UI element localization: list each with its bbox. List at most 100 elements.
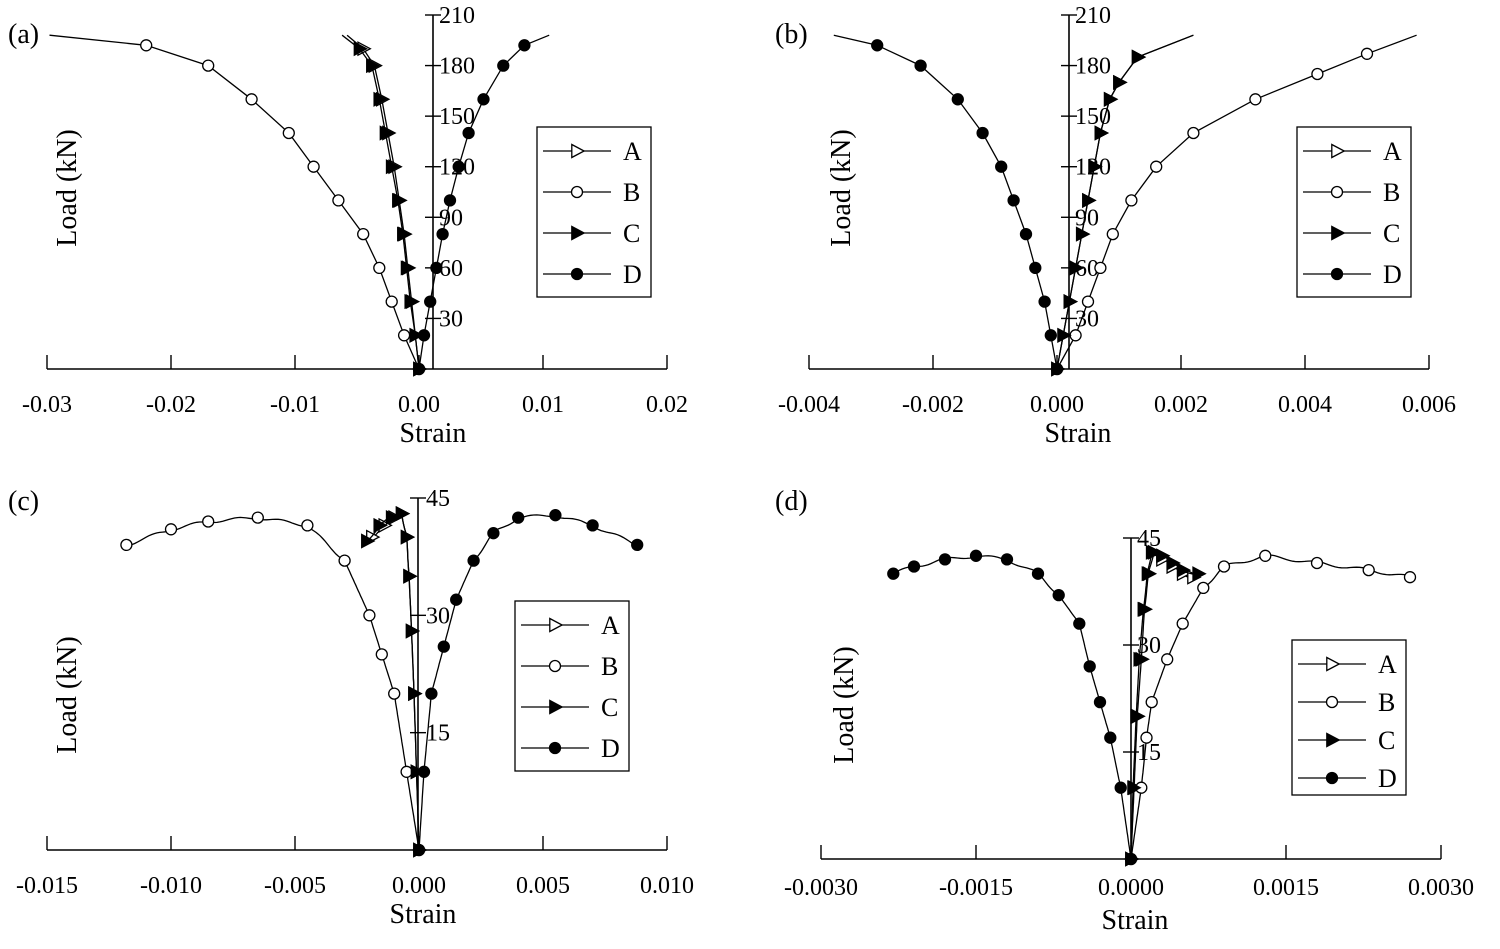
series-line-b bbox=[126, 516, 420, 851]
legend-marker bbox=[571, 143, 586, 159]
x-tick-label: -0.015 bbox=[16, 873, 78, 899]
legend-marker bbox=[1330, 267, 1344, 281]
panel-label: (c) bbox=[8, 486, 39, 517]
data-point-d bbox=[969, 549, 983, 562]
series-b bbox=[1124, 549, 1417, 866]
legend-marker bbox=[549, 617, 564, 633]
legend-marker bbox=[548, 741, 562, 755]
data-point-d bbox=[1007, 194, 1020, 207]
data-point-d bbox=[462, 126, 475, 140]
data-point-b bbox=[338, 554, 351, 567]
data-point-c bbox=[353, 41, 368, 57]
data-point-d bbox=[995, 160, 1008, 173]
data-point-b bbox=[1360, 47, 1374, 60]
data-point-c bbox=[397, 226, 412, 242]
data-point-d bbox=[887, 567, 900, 580]
data-point-c bbox=[1127, 780, 1142, 796]
data-point-b bbox=[373, 261, 386, 275]
data-point-d bbox=[871, 39, 884, 52]
series-c bbox=[1051, 34, 1194, 377]
data-point-d bbox=[425, 687, 438, 700]
legend-label: C bbox=[1378, 726, 1395, 755]
x-tick-label: -0.01 bbox=[270, 392, 320, 418]
data-point-d bbox=[412, 362, 426, 376]
data-point-d bbox=[477, 93, 490, 106]
data-point-b bbox=[1094, 261, 1107, 275]
data-point-b bbox=[1217, 560, 1231, 573]
x-tick-label: 0.000 bbox=[1030, 392, 1084, 418]
data-point-b bbox=[357, 227, 370, 241]
data-point-c bbox=[400, 260, 416, 276]
legend-box bbox=[1291, 639, 1407, 796]
data-point-d bbox=[586, 519, 599, 532]
x-tick-label: 0.0015 bbox=[1253, 875, 1319, 901]
data-point-d bbox=[951, 93, 964, 106]
x-tick-label: 0.0030 bbox=[1408, 875, 1474, 901]
panel-label: (d) bbox=[775, 486, 808, 517]
data-point-b bbox=[120, 538, 133, 552]
panel-label: (a) bbox=[8, 19, 39, 50]
data-point-d bbox=[417, 329, 431, 342]
x-tick-label: 0.01 bbox=[522, 392, 564, 418]
x-tick-label: 0.0000 bbox=[1098, 875, 1164, 901]
series-line-a bbox=[1130, 552, 1194, 860]
data-point-d bbox=[467, 554, 480, 567]
data-point-b bbox=[1403, 571, 1417, 584]
data-point-c bbox=[1082, 192, 1097, 208]
y-tick-label: 45 bbox=[426, 486, 450, 512]
panel-label: (b) bbox=[775, 19, 808, 50]
legend-label: A bbox=[1378, 650, 1397, 679]
x-axis-title: Strain bbox=[1045, 418, 1112, 449]
x-tick-label: -0.0015 bbox=[939, 875, 1013, 901]
y-tick-label: 210 bbox=[1075, 3, 1111, 29]
data-point-d bbox=[512, 511, 525, 524]
data-point-d bbox=[631, 538, 644, 552]
data-point-b bbox=[332, 194, 345, 207]
y-axis-title: Load (kN) bbox=[826, 129, 857, 246]
series-d bbox=[412, 34, 550, 376]
y-tick-label: 180 bbox=[439, 54, 475, 80]
series-c bbox=[341, 34, 428, 377]
data-point-b bbox=[1311, 67, 1324, 81]
data-point-b bbox=[1310, 556, 1324, 570]
data-point-c bbox=[1137, 601, 1153, 617]
data-point-d bbox=[549, 509, 562, 522]
data-point-d bbox=[412, 843, 426, 857]
data-point-c bbox=[405, 623, 421, 639]
legend-marker bbox=[1330, 185, 1344, 199]
data-point-c bbox=[404, 294, 419, 310]
y-tick-label: 30 bbox=[439, 306, 463, 332]
data-point-b bbox=[385, 295, 398, 308]
data-point-d bbox=[1052, 588, 1065, 602]
data-point-b bbox=[282, 126, 295, 140]
data-point-c bbox=[408, 686, 423, 702]
data-point-d bbox=[497, 59, 510, 72]
data-point-b bbox=[388, 687, 401, 700]
data-point-b bbox=[1249, 93, 1262, 106]
legend-marker bbox=[549, 699, 564, 715]
x-tick-label: -0.010 bbox=[140, 873, 202, 899]
x-axis-title: Strain bbox=[1102, 905, 1169, 936]
x-tick-label: 0.010 bbox=[640, 873, 694, 899]
data-point-c bbox=[385, 510, 401, 526]
data-point-b bbox=[251, 511, 264, 524]
x-tick-label: -0.0030 bbox=[784, 875, 858, 901]
data-point-d bbox=[907, 560, 921, 573]
data-point-c bbox=[1057, 327, 1072, 343]
data-point-d bbox=[914, 59, 927, 72]
data-point-d bbox=[1038, 295, 1051, 308]
series-line-d bbox=[833, 34, 1058, 370]
data-point-d bbox=[437, 640, 450, 653]
data-point-b bbox=[397, 329, 411, 342]
data-point-c bbox=[373, 517, 388, 533]
data-point-c bbox=[1131, 49, 1147, 65]
series-line-c bbox=[341, 34, 420, 370]
data-point-c bbox=[1192, 566, 1207, 582]
x-tick-label: -0.03 bbox=[22, 392, 72, 418]
data-point-b bbox=[164, 523, 178, 536]
legend-marker bbox=[1331, 225, 1346, 241]
data-point-d bbox=[436, 227, 449, 241]
